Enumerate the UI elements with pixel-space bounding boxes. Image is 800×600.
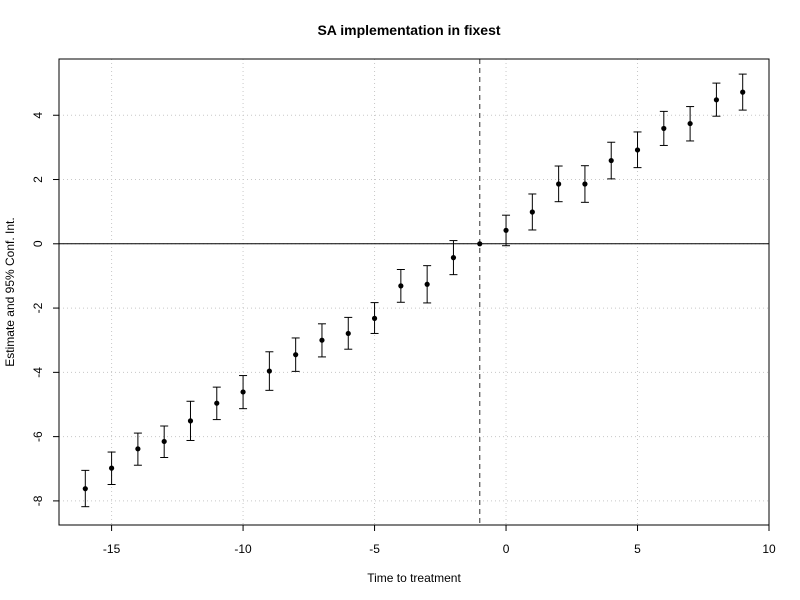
data-point-16 — [503, 227, 509, 233]
data-point-24 — [713, 97, 720, 103]
plot-frame — [58, 58, 770, 526]
x-tick-label-3: 0 — [503, 542, 510, 556]
y-tick-label-5: 2 — [31, 176, 45, 183]
data-point-10 — [345, 330, 351, 337]
data-point-14 — [450, 255, 457, 261]
data-point-7 — [266, 368, 272, 374]
data-point-23 — [687, 120, 693, 127]
data-point-5 — [214, 400, 220, 406]
data-point-17 — [529, 209, 535, 215]
y-axis: -8 -6 -4 -2 0 2 4 — [31, 112, 59, 506]
y-tick-label-2: -4 — [31, 367, 45, 378]
x-axis: -15 -10 -5 0 5 10 — [103, 525, 776, 556]
data-marks — [81, 73, 747, 508]
x-tick-label-5: 10 — [762, 542, 776, 556]
data-point-13 — [424, 281, 430, 287]
data-point-2 — [135, 446, 141, 452]
y-tick-label-3: -2 — [31, 302, 45, 313]
y-tick-label-1: -6 — [31, 431, 45, 442]
chart-title: SA implementation in fixest — [317, 22, 500, 38]
data-point-11 — [371, 315, 378, 321]
data-point-12 — [398, 283, 404, 289]
data-point-1 — [108, 465, 115, 471]
x-tick-label-4: 5 — [634, 542, 641, 556]
x-tick-label-1: -10 — [234, 542, 252, 556]
y-tick-label-6: 4 — [31, 112, 45, 119]
data-point-9 — [319, 337, 325, 343]
data-point-3 — [161, 438, 167, 445]
data-point-20 — [608, 157, 614, 164]
data-point-22 — [661, 125, 667, 132]
data-point-8 — [293, 352, 299, 358]
data-point-4 — [187, 418, 194, 424]
data-point-18 — [556, 181, 562, 187]
data-point-21 — [634, 147, 641, 153]
y-tick-label-0: -8 — [31, 495, 45, 506]
data-point-19 — [582, 181, 588, 187]
y-axis-label: Estimate and 95% Conf. Int. — [3, 217, 17, 366]
data-point-25 — [740, 89, 746, 95]
reference-lines — [59, 59, 769, 525]
data-point-6 — [240, 389, 246, 395]
y-tick-label-4: 0 — [31, 240, 45, 247]
x-tick-label-2: -5 — [369, 542, 380, 556]
data-point-0 — [82, 486, 88, 492]
data-point-15 — [477, 241, 483, 247]
x-axis-label: Time to treatment — [367, 571, 461, 585]
x-tick-label-0: -15 — [103, 542, 121, 556]
